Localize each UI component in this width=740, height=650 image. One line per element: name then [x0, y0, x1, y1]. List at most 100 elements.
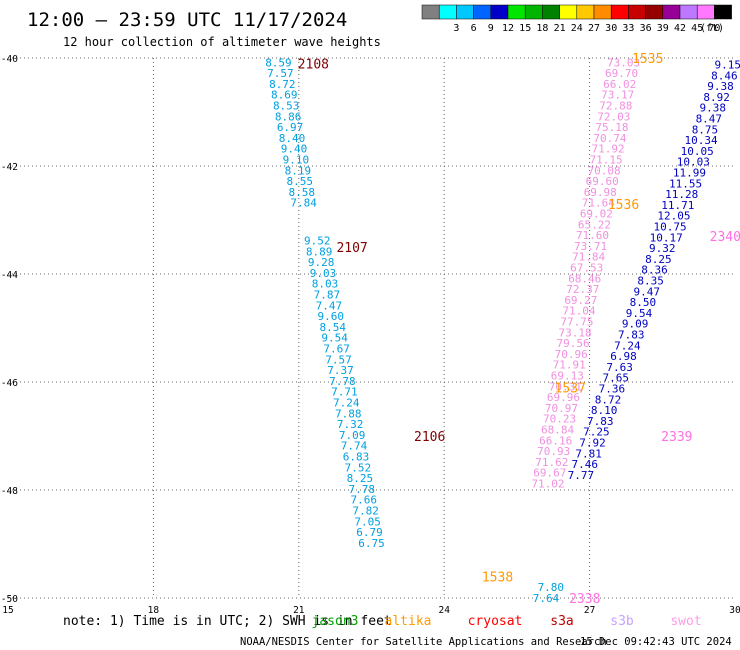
legend-label: 70 [708, 23, 720, 34]
data-label: 71.84 [572, 251, 605, 264]
data-label: 69.98 [584, 186, 617, 199]
page-title: 12:00 – 23:59 UTC 11/17/2024 [27, 9, 347, 31]
legend-label: 18 [536, 23, 548, 34]
data-label: 9.09 [622, 318, 649, 331]
data-label: 70.31 [549, 380, 582, 393]
data-label: 7.77 [568, 469, 595, 482]
data-label: 70.08 [588, 164, 621, 177]
pass-number-label: 2107 [336, 241, 367, 256]
x-tick-label: 15 [2, 605, 13, 616]
legend-label: 15 [519, 23, 531, 34]
y-tick-label: -40 [1, 54, 18, 65]
legend-swatch [438, 4, 457, 20]
data-label: 67.53 [570, 262, 603, 275]
data-label: 7.83 [618, 328, 645, 341]
data-label: 9.40 [281, 143, 308, 156]
legend-swatch [421, 4, 440, 20]
data-label: 9.54 [626, 307, 653, 320]
satellite-legend: jason3 altika cryosat s3a s3b swot [312, 614, 702, 629]
data-label: 75.18 [595, 121, 628, 134]
pass-number-label: 2339 [661, 430, 692, 445]
data-label: 8.47 [696, 112, 723, 125]
legend-label: 3 [453, 23, 459, 34]
data-label: 72.03 [597, 110, 630, 123]
legend-swatch [473, 4, 492, 20]
data-label: 7.32 [337, 418, 364, 431]
data-label: 8.19 [285, 164, 312, 177]
data-label: 70.23 [543, 413, 576, 426]
data-label: 7.78 [329, 375, 356, 388]
satellite-name-altika: altika [385, 614, 432, 629]
data-label: 9.03 [310, 267, 337, 280]
data-label: 11.28 [665, 188, 698, 201]
data-label: 7.88 [335, 407, 362, 420]
data-label: 8.50 [630, 296, 657, 309]
data-label: 7.24 [614, 339, 641, 352]
data-label: 7.84 [290, 197, 317, 210]
y-tick-label: -50 [1, 594, 18, 605]
data-label: 8.03 [312, 278, 339, 291]
data-label: 7.87 [314, 289, 341, 302]
data-label: 9.47 [634, 285, 661, 298]
legend-swatch [714, 4, 732, 20]
data-label: 10.75 [653, 220, 686, 233]
data-label: 8.92 [703, 91, 730, 104]
data-label: 8.72 [595, 393, 622, 406]
data-label: 7.57 [267, 67, 294, 80]
data-label: 71.64 [582, 197, 615, 210]
pass-number-label: 1536 [608, 198, 639, 213]
data-label: 7.63 [606, 361, 633, 374]
data-label: 66.02 [603, 78, 636, 91]
data-label: 69.96 [547, 391, 580, 404]
legend-label: 39 [657, 23, 669, 34]
data-label: 69.70 [605, 67, 638, 80]
data-label: 71.92 [591, 143, 624, 156]
data-label: 8.59 [265, 56, 292, 69]
data-label: 9.10 [283, 154, 310, 167]
pass-number-label: 1537 [555, 381, 586, 396]
data-label: 7.47 [316, 299, 343, 312]
data-label: 7.83 [587, 415, 614, 428]
satellite-name-s3a: s3a [550, 614, 573, 629]
data-label: 9.38 [699, 102, 726, 115]
data-label: 7.81 [575, 447, 602, 460]
data-label: 11.55 [669, 177, 702, 190]
pass-number-label: 2338 [569, 592, 600, 607]
data-label: 69.67 [533, 467, 566, 480]
data-label: 79.56 [557, 337, 590, 350]
legend-swatch [696, 4, 715, 20]
legend-swatch [679, 4, 698, 20]
data-label: 77.75 [560, 316, 593, 329]
satellite-name-cryosat: cryosat [468, 614, 523, 629]
data-label: 71.02 [531, 478, 564, 491]
data-label: 7.05 [354, 515, 381, 528]
data-label: 8.25 [347, 472, 374, 485]
data-label: 73.03 [607, 56, 640, 69]
data-label: 7.25 [583, 426, 610, 439]
data-label: 7.52 [345, 461, 372, 474]
legend-label: 27 [588, 23, 600, 34]
data-label: 6.75 [358, 537, 385, 550]
data-label: 8.89 [306, 245, 333, 258]
legend-label: 12 [502, 23, 514, 34]
data-label: 72.37 [566, 283, 599, 296]
data-label: 7.66 [350, 494, 377, 507]
data-label: 73.17 [601, 89, 634, 102]
legend-swatch [490, 4, 509, 20]
x-tick-label: 24 [438, 605, 450, 616]
data-marks: 8.597.578.728.698.538.866.978.409.409.10… [265, 56, 740, 605]
data-label: 69.13 [551, 370, 584, 383]
data-label: 11.99 [673, 166, 706, 179]
data-label: 71.91 [553, 359, 586, 372]
y-tick-label: -44 [1, 270, 18, 281]
satellite-name-swot: swot [670, 614, 701, 629]
y-tick-label: -42 [1, 162, 18, 173]
data-label: 8.25 [645, 253, 672, 266]
data-label: 10.05 [681, 145, 714, 158]
data-label: 10.17 [650, 231, 683, 244]
x-tick-label: 21 [293, 605, 305, 616]
pass-number-label: 1535 [632, 52, 663, 67]
legend-swatch [542, 4, 560, 20]
pass-number-label: 1538 [482, 570, 513, 585]
y-tick-label: -46 [1, 378, 18, 389]
